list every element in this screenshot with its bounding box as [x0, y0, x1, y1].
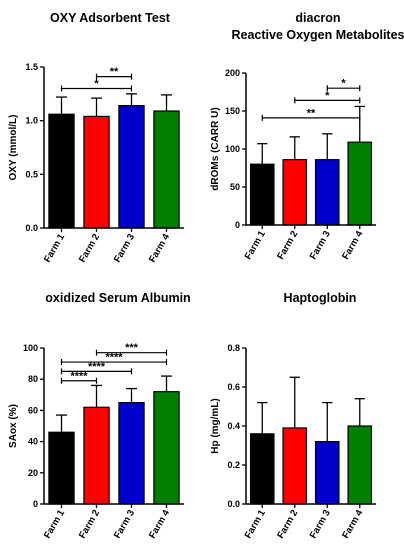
- x-tick-label: Farm 4: [340, 228, 365, 261]
- x-tick-label: Farm 2: [77, 508, 102, 540]
- x-tick-label: Farm 2: [275, 229, 300, 261]
- x-tick-label: Farm 1: [42, 507, 67, 540]
- y-tick-label: 20: [28, 468, 38, 478]
- y-tick-label: 0: [33, 499, 38, 509]
- y-tick-label: 100: [225, 144, 240, 154]
- bar-farm-3: [118, 402, 145, 505]
- y-tick-label: 40: [28, 437, 38, 447]
- x-tick-label: Farm 4: [340, 507, 365, 540]
- y-tick-label: 50: [230, 182, 240, 192]
- y-tick-label: 80: [28, 374, 38, 384]
- chart-panel-2: diacron Reactive Oxygen Metabolites dROMs …: [210, 11, 404, 261]
- y-tick-label: 0.2: [227, 460, 240, 470]
- x-tick-label: Farm 4: [147, 507, 172, 540]
- significance-label: *: [341, 78, 346, 90]
- chart-panel-1: OXY Adsorbent Test OXY (mmol/L) 0.0 0.5 1.0 1…: [8, 11, 184, 264]
- significance-label: *: [94, 78, 99, 90]
- significance-label: ****: [70, 370, 88, 382]
- x-tick-label: Farm 1: [243, 228, 268, 261]
- x-tick-label: Farm 3: [308, 229, 333, 261]
- y-tick-label: 0.0: [227, 499, 240, 509]
- significance-label: ***: [125, 342, 139, 354]
- x-tick-label: Farm 3: [112, 232, 137, 264]
- bar-farm-2: [83, 406, 110, 505]
- chart-title: Reactive Oxygen Metabolites: [232, 28, 404, 42]
- significance-label: **: [307, 107, 316, 119]
- y-axis-label: Hp (mg/mL): [210, 398, 221, 454]
- bar-farm-4: [153, 391, 180, 505]
- bar-farm-3: [314, 159, 340, 226]
- x-tick-label: Farm 3: [308, 508, 333, 540]
- bar-farm-1: [249, 163, 275, 226]
- bar-farm-1: [48, 113, 75, 229]
- chart-panel-4: Haptoglobin Hp (mg/mL) 0.0 0.2 0.4 0.6 0.8 Farm…: [210, 291, 376, 540]
- y-tick-label: 0.5: [25, 169, 38, 179]
- bar-farm-3: [118, 105, 145, 229]
- bar-farm-4: [347, 425, 373, 505]
- significance-label: ****: [105, 352, 123, 364]
- x-tick-label: Farm 3: [112, 508, 137, 540]
- y-tick-label: 100: [23, 343, 38, 353]
- y-tick-label: 0: [235, 220, 240, 230]
- x-tick-label: Farm 4: [147, 231, 172, 264]
- bar-farm-2: [282, 159, 308, 226]
- chart-title: oxidized Serum Albumin: [45, 291, 190, 305]
- chart-panel-3: oxidized Serum Albumin SAox (%) 0 20 40 60 80 1…: [8, 291, 191, 540]
- x-tick-label: Farm 1: [243, 507, 268, 540]
- y-tick-label: 0.0: [25, 223, 38, 233]
- y-axis-label: OXY (mmol/L): [8, 115, 19, 181]
- chart-title: diacron: [295, 11, 340, 25]
- bar-farm-1: [249, 433, 275, 505]
- bar-farm-1: [48, 431, 75, 505]
- chart-title: Haptoglobin: [284, 291, 357, 305]
- bar-farm-2: [282, 427, 308, 505]
- y-tick-label: 150: [225, 106, 240, 116]
- chart-title: OXY Adsorbent Test: [50, 11, 171, 25]
- x-tick-label: Farm 2: [77, 232, 102, 264]
- bar-farm-3: [314, 441, 340, 505]
- y-tick-label: 60: [28, 405, 38, 415]
- y-tick-label: 200: [225, 68, 240, 78]
- y-axis-label: dROMs (CARR U): [210, 107, 221, 190]
- x-tick-label: Farm 1: [42, 231, 67, 264]
- y-axis-label: SAox (%): [8, 404, 19, 448]
- significance-label: **: [110, 66, 119, 78]
- y-tick-label: 0.4: [227, 421, 240, 431]
- y-tick-label: 1.0: [25, 116, 38, 126]
- y-tick-label: 0.8: [227, 343, 240, 353]
- bar-farm-4: [347, 141, 373, 226]
- significance-label: *: [325, 90, 330, 102]
- bar-farm-4: [153, 110, 180, 229]
- x-tick-label: Farm 2: [275, 508, 300, 540]
- significance-label: ****: [88, 361, 106, 373]
- bar-farm-2: [83, 115, 110, 229]
- y-tick-label: 0.6: [227, 382, 240, 392]
- y-tick-label: 1.5: [25, 62, 38, 72]
